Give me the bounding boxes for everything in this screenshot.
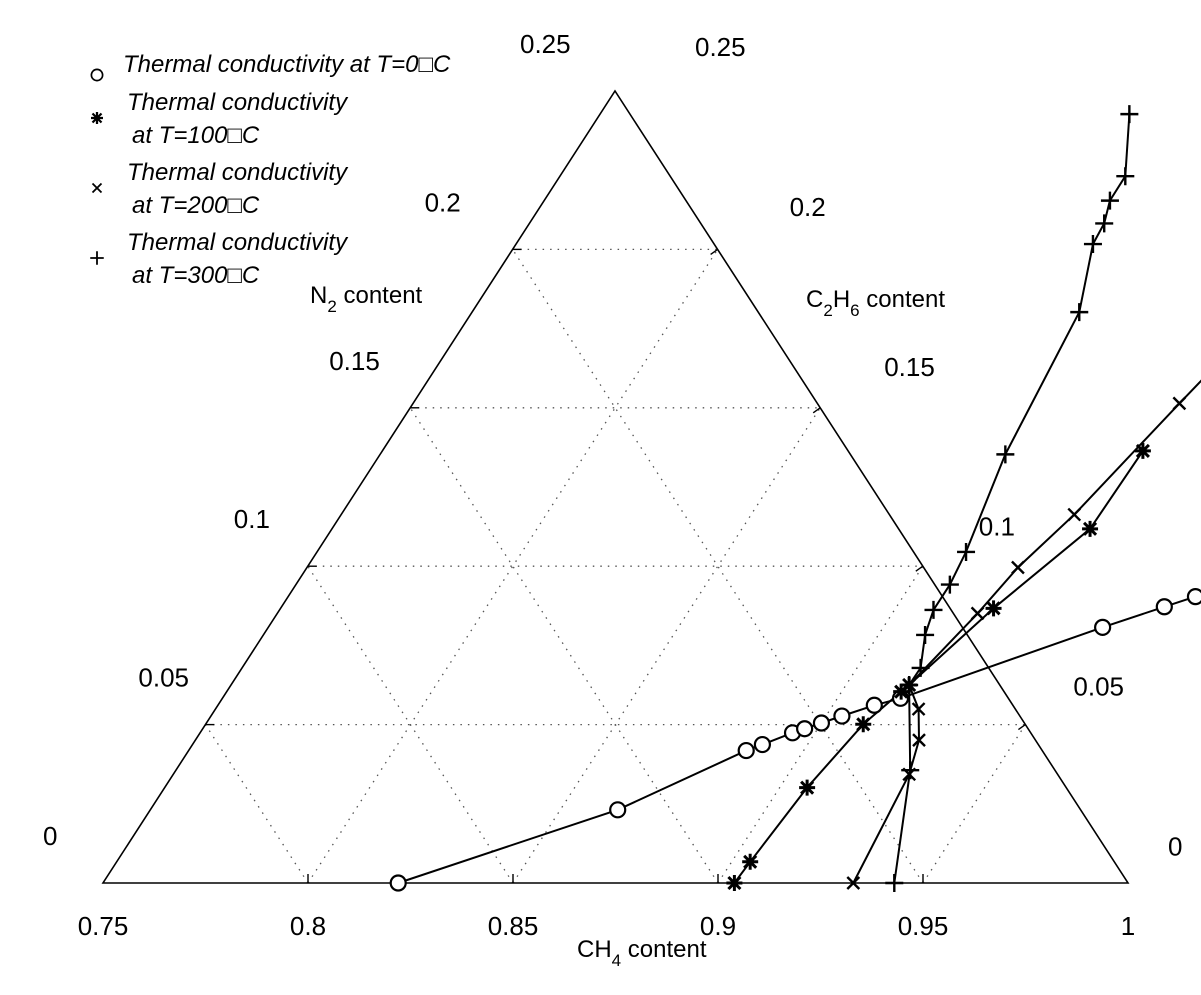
n2-axis-title: N2 content <box>310 282 423 316</box>
data-point-circle <box>865 696 883 714</box>
tick-mark <box>710 248 719 255</box>
ch4-tick-label: 0.8 <box>290 911 326 941</box>
data-point-plus <box>1070 303 1089 322</box>
data-point-x <box>912 733 926 747</box>
data-point-asterisk <box>1134 442 1151 459</box>
data-point-plus <box>901 761 920 780</box>
legend-label: Thermal conductivity <box>127 229 349 256</box>
data-point-plus <box>1095 214 1114 233</box>
legend-item: Thermal conductivity at T=100□C <box>91 89 349 149</box>
series-lines <box>397 114 1201 884</box>
series-line-2 <box>852 379 1201 884</box>
data-point-plus <box>900 676 919 694</box>
series-line-3 <box>893 114 1131 884</box>
c2h6-axis-title: C2H6 content <box>806 286 945 320</box>
legend-marker-plus <box>90 251 104 265</box>
legend-item: Thermal conductivity at T=300□C <box>90 229 349 289</box>
ch4-tick-label: 0.9 <box>700 911 736 941</box>
tick-mark <box>915 565 924 572</box>
data-point-plus <box>885 874 904 892</box>
data-point-plus <box>924 600 943 619</box>
series-line-1 <box>733 450 1144 884</box>
grid-line <box>922 724 1026 884</box>
c2h6-tick-label: 0.2 <box>790 192 826 222</box>
data-point-x <box>970 606 985 621</box>
n2-tick-label: 0.05 <box>138 663 189 693</box>
c2h6-tick-label: 0.15 <box>884 352 935 382</box>
legend-label: Thermal conductivity at T=0□C <box>123 51 451 78</box>
legend-label: Thermal conductivity <box>127 159 349 186</box>
data-point-plus <box>1100 191 1119 210</box>
data-point-plus <box>911 658 930 677</box>
c2h6-tick-label: 0 <box>1168 832 1182 862</box>
data-point-asterisk <box>855 716 872 733</box>
data-point-plus <box>957 542 976 561</box>
n2-tick-label: 0 <box>43 821 57 851</box>
series-markers <box>389 105 1201 892</box>
data-point-circle <box>1155 598 1173 616</box>
data-point-plus <box>1120 105 1139 124</box>
tick-mark <box>1017 724 1026 731</box>
data-point-plus <box>1116 167 1135 186</box>
data-point-plus <box>1083 235 1102 254</box>
ch4-tick-label: 0.95 <box>898 911 949 941</box>
data-point-asterisk <box>985 600 1002 617</box>
data-point-plus <box>916 625 935 644</box>
data-point-circle <box>812 714 831 732</box>
data-point-asterisk <box>893 683 910 700</box>
legend-marker-circle <box>90 68 104 82</box>
legend-label: at T=300□C <box>132 262 260 289</box>
n2-tick-label: 0.1 <box>234 504 270 534</box>
n2-tick-label: 0.15 <box>329 346 380 376</box>
tick-marks <box>205 248 1026 883</box>
tick-mark <box>812 407 821 414</box>
legend-label: at T=200□C <box>132 192 260 219</box>
legend-marker-x <box>91 182 103 194</box>
data-point-circle <box>737 741 755 760</box>
legend-item: Thermal conductivity at T=200□C <box>91 159 349 219</box>
data-point-circle <box>1186 588 1201 606</box>
ch4-tick-label: 0.75 <box>78 911 129 941</box>
data-point-asterisk <box>799 779 816 796</box>
c2h6-tick-label: 0.1 <box>979 512 1015 542</box>
grid-line <box>512 407 821 884</box>
legend: Thermal conductivity at T=0□C Thermal con… <box>90 51 451 289</box>
n2-tick-label: 0.25 <box>520 29 571 59</box>
data-point-circle <box>833 707 851 725</box>
data-point-asterisk <box>742 853 759 870</box>
c2h6-tick-label: 0.05 <box>1073 672 1124 702</box>
data-point-asterisk <box>726 875 743 891</box>
legend-item: Thermal conductivity at T=0□C <box>90 51 451 82</box>
data-point-circle <box>389 874 407 892</box>
data-point-x <box>911 702 926 716</box>
data-point-x <box>1011 560 1025 575</box>
data-point-plus <box>940 575 959 594</box>
data-point-plus <box>996 445 1015 464</box>
data-point-circle <box>796 720 814 738</box>
data-point-x <box>1067 507 1082 522</box>
grid-line <box>307 565 514 884</box>
data-point-asterisk <box>1082 520 1099 537</box>
ch4-tick-label: 1 <box>1121 911 1135 941</box>
ch4-tick-label: 0.85 <box>488 911 539 941</box>
grid-line <box>409 407 719 884</box>
data-point-x <box>1172 396 1187 411</box>
c2h6-tick-label: 0.25 <box>695 32 746 62</box>
legend-marker-asterisk <box>91 112 103 124</box>
data-point-circle <box>609 801 627 819</box>
tick-labels: 0.75 0.8 0.85 0.9 0.95 1 0.25 0.2 0.15 0.1 0.05 0 0.… <box>43 29 1182 941</box>
ch4-axis-title: CH4 content <box>577 936 707 970</box>
legend-label: Thermal conductivity <box>127 89 349 116</box>
data-point-circle <box>1094 618 1112 636</box>
data-point-x <box>846 876 861 890</box>
triangle-frame <box>101 89 1130 884</box>
data-point-circle <box>753 735 771 754</box>
legend-label: at T=100□C <box>132 122 260 149</box>
grid-line <box>204 724 309 884</box>
n2-tick-label: 0.2 <box>425 187 461 217</box>
